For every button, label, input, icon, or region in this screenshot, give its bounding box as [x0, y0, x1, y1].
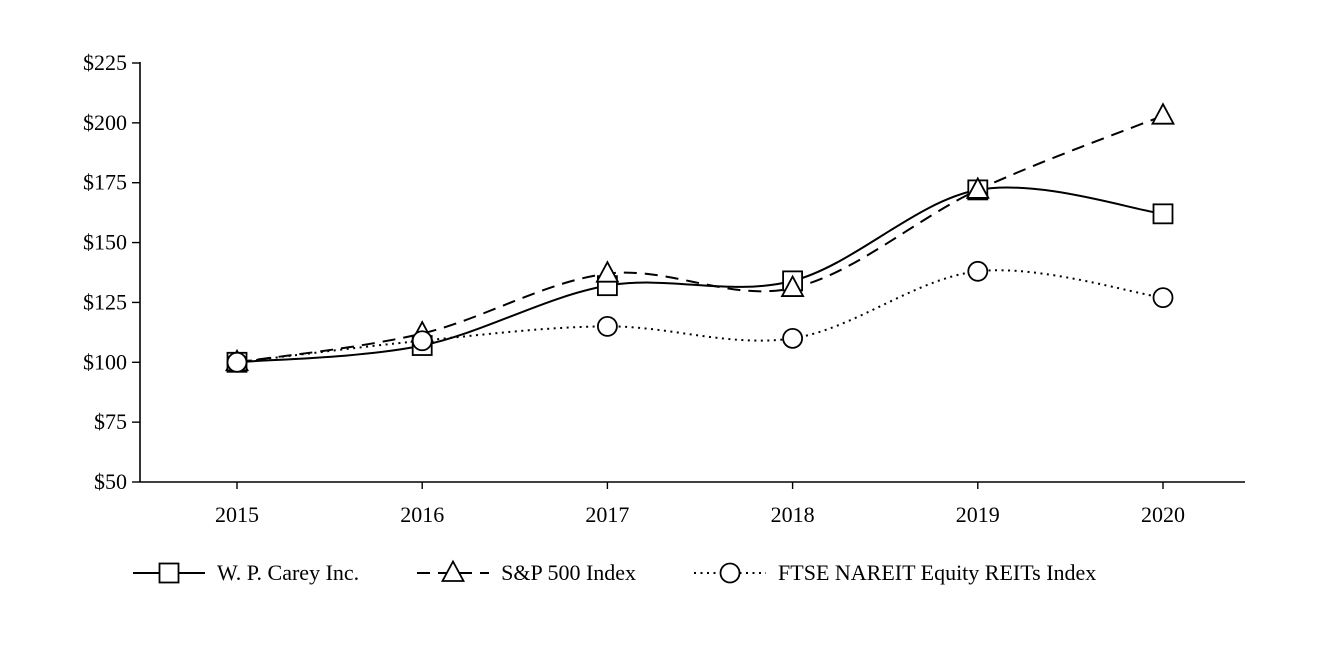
y-tick-label: $225 [83, 50, 127, 75]
circle-marker [719, 562, 741, 584]
x-tick-label: 2017 [585, 502, 629, 527]
circle-marker [411, 330, 433, 352]
triangle-marker [965, 176, 990, 199]
square-marker-line-icon [133, 562, 205, 584]
legend-label-ftse-nareit: FTSE NAREIT Equity REITs Index [778, 560, 1097, 585]
triangle-marker [1150, 102, 1176, 125]
triangle-marker [595, 260, 620, 283]
series-line-2 [236, 269, 1164, 364]
legend-label-sp500: S&P 500 Index [501, 560, 637, 585]
series-line-0 [236, 186, 1164, 364]
series-line-1 [236, 114, 1164, 364]
legend-label-wp-carey: W. P. Carey Inc. [217, 560, 360, 585]
chart-legend: W. P. Carey Inc. S&P 500 Index FTSE NARE… [131, 556, 1096, 590]
y-tick-label: $200 [83, 110, 127, 135]
square-marker [1152, 203, 1174, 225]
triangle-marker [441, 559, 466, 582]
triangle-marker [780, 274, 805, 297]
y-tick-label: $125 [83, 289, 127, 314]
y-tick-label: $175 [83, 170, 127, 195]
x-tick-label: 2020 [1141, 502, 1185, 527]
y-tick-label: $75 [94, 409, 127, 434]
circle-marker [226, 351, 248, 373]
x-tick-label: 2018 [771, 502, 815, 527]
x-tick-label: 2015 [215, 502, 259, 527]
square-marker [158, 562, 180, 584]
x-tick-label: 2019 [956, 502, 1000, 527]
y-tick-label: $100 [83, 349, 127, 374]
circle-marker [1152, 287, 1174, 309]
triangle-marker-line-icon [417, 559, 490, 582]
y-tick-label: $150 [83, 230, 127, 255]
legend-item-ftse-nareit: FTSE NAREIT Equity REITs Index [692, 556, 1096, 590]
circle-marker [597, 315, 618, 337]
x-tick-label: 2016 [400, 502, 444, 527]
legend-item-sp500: S&P 500 Index [415, 556, 636, 590]
chart-canvas: $50 $75 $100 $125 $150 $175 $200 $225 2015 2016 20… [83, 50, 1245, 527]
y-tick-label: $50 [94, 469, 127, 494]
circle-marker [782, 327, 803, 349]
circle-marker [967, 260, 989, 282]
legend-item-wp-carey: W. P. Carey Inc. [131, 556, 359, 590]
circle-marker-line-icon [694, 562, 767, 584]
